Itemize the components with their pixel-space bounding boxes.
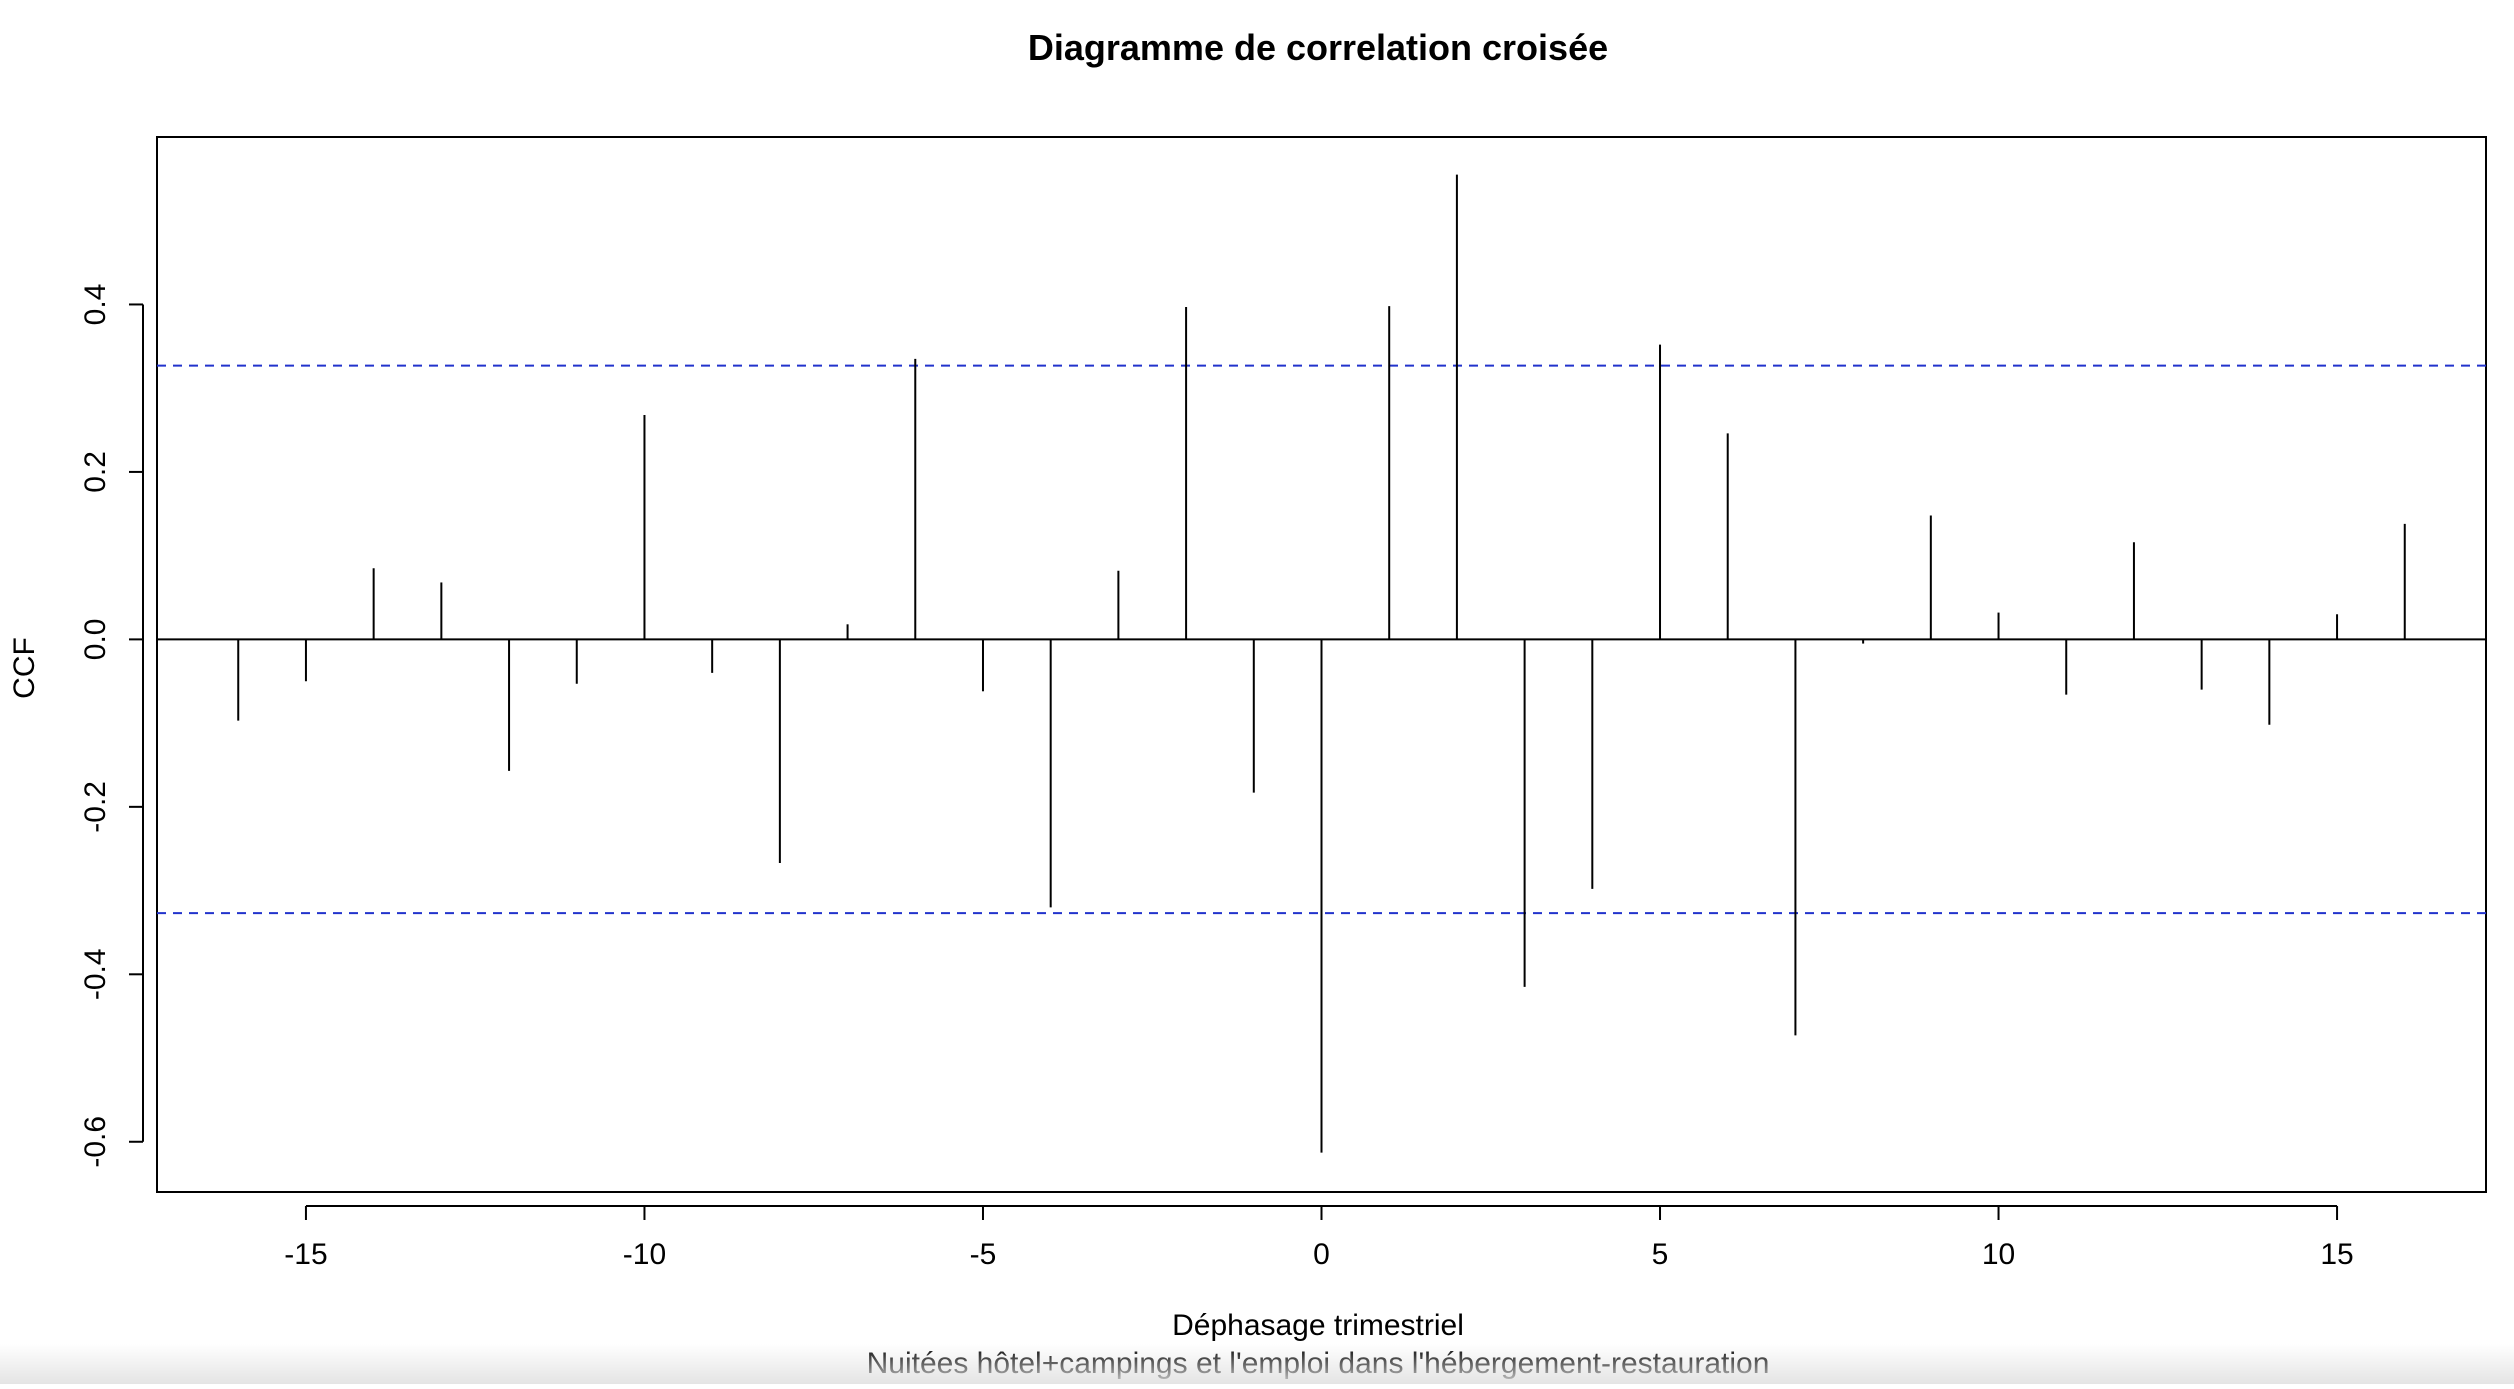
x-tick-label: 5 xyxy=(1652,1238,1669,1271)
y-tick-label: 0.2 xyxy=(79,451,112,493)
x-tick-label: -10 xyxy=(623,1238,666,1271)
chart-title: Diagramme de correlation croisée xyxy=(1028,27,1608,68)
x-axis-label: Déphasage trimestriel xyxy=(1172,1309,1464,1342)
x-tick-label: -15 xyxy=(284,1238,327,1271)
y-tick-label: 0.4 xyxy=(79,284,112,326)
x-tick-label: -5 xyxy=(970,1238,997,1271)
x-tick-label: 15 xyxy=(2320,1238,2353,1271)
plot-frame xyxy=(156,136,2487,1193)
y-tick-label: -0.2 xyxy=(79,781,112,833)
plot-area: -15 -10 -5 0 5 10 15 -0.6 -0.4 -0.2 0.0 0.2 0.4 xyxy=(79,136,2487,1271)
y-axis-label: CCF xyxy=(8,637,41,699)
x-tick-label: 0 xyxy=(1313,1238,1330,1271)
y-tick-label: 0.0 xyxy=(79,619,112,661)
chart-subtitle: Nuitées hôtel+campings et l'emploi dans … xyxy=(867,1347,1770,1380)
y-tick-label: -0.4 xyxy=(79,948,112,1000)
y-tick-label: -0.6 xyxy=(79,1116,112,1168)
x-tick-label: 10 xyxy=(1982,1238,2015,1271)
